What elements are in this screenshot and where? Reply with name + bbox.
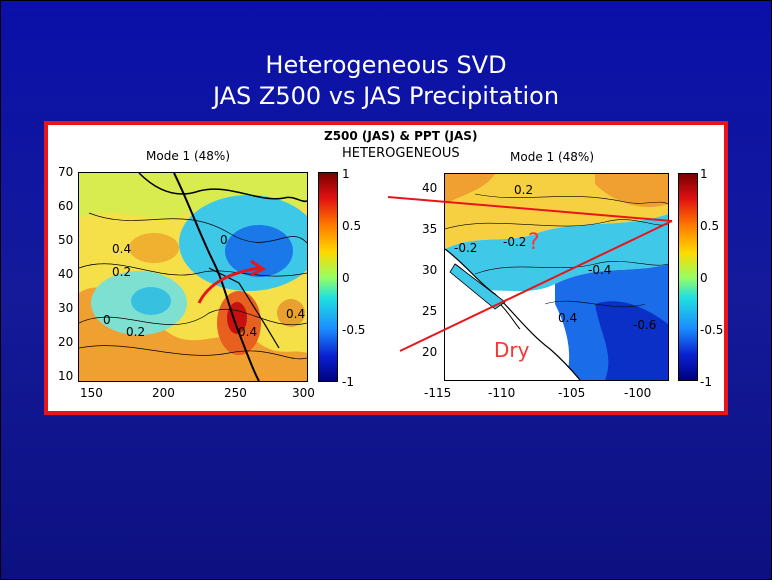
annotation-red-lines <box>387 196 673 352</box>
left-xtick-250: 250 <box>224 386 247 400</box>
right-map-ppt <box>444 173 669 381</box>
right-contour-label-4: -0.4 <box>588 263 612 277</box>
right-cbar-tick-1: 1 <box>700 167 708 181</box>
left-xtick-150: 150 <box>80 386 103 400</box>
right-map-svg <box>445 174 668 380</box>
left-cbar-tick-neg1: -1 <box>342 375 354 389</box>
left-cbar-tick-0.5: 0.5 <box>342 219 362 233</box>
left-contour-label-4: 0.2 <box>126 325 146 339</box>
dry-annotation: Dry <box>494 338 530 362</box>
left-ytick-50: 50 <box>58 233 74 247</box>
left-contour-label-7: 0 <box>220 233 228 247</box>
left-ytick-10: 10 <box>58 369 74 383</box>
right-xtick-neg105: -105 <box>558 386 586 400</box>
right-ytick-20: 20 <box>422 345 438 359</box>
right-ytick-25: 25 <box>422 304 438 318</box>
left-cbar-tick-neg0.5: -0.5 <box>342 323 366 337</box>
right-cbar-tick-0: 0 <box>700 271 708 285</box>
left-colorbar <box>318 172 338 382</box>
right-cbar-tick-neg0.5: -0.5 <box>700 323 724 337</box>
left-cbar-tick-0: 0 <box>342 271 350 285</box>
right-cbar-tick-0.5: 0.5 <box>700 219 720 233</box>
right-contour-label-6: 0.4 <box>558 311 578 325</box>
left-contour-label-6: 0.4 <box>286 307 306 321</box>
slide-title-line1: Heterogeneous SVD <box>265 51 507 79</box>
right-ytick-35: 35 <box>422 222 438 236</box>
right-cbar-tick-neg1: -1 <box>700 375 712 389</box>
right-contour-label-5: -0.6 <box>633 318 657 332</box>
right-contour-label-2: -0.2 <box>454 241 478 255</box>
slide-title-line2: JAS Z500 vs JAS Precipitation <box>212 82 560 110</box>
left-contour-label-1: 0.4 <box>112 242 132 256</box>
right-contour-label-1: 0.2 <box>514 183 534 197</box>
left-cbar-tick-1: 1 <box>342 167 350 181</box>
question-mark-annotation: ? <box>528 230 540 255</box>
left-contour-label-5: 0.4 <box>238 325 258 339</box>
right-xtick-neg100: -100 <box>624 386 652 400</box>
left-map-svg <box>79 173 307 381</box>
left-map-z500 <box>78 172 308 382</box>
figure-subtitle: HETEROGENEOUS <box>342 146 460 161</box>
left-ytick-30: 30 <box>58 301 74 315</box>
right-ytick-30: 30 <box>422 263 438 277</box>
left-ytick-60: 60 <box>58 199 74 213</box>
left-ytick-40: 40 <box>58 267 74 281</box>
right-panel-title: Mode 1 (48%) <box>510 150 594 164</box>
left-contour-label-2: 0.2 <box>112 265 132 279</box>
left-xtick-300: 300 <box>292 386 315 400</box>
left-panel-title: Mode 1 (48%) <box>146 149 230 163</box>
left-ytick-70: 70 <box>58 165 74 179</box>
figure-frame: Z500 (JAS) & PPT (JAS) HETEROGENEOUS Mod… <box>44 121 728 415</box>
right-colorbar <box>678 173 698 381</box>
left-ytick-20: 20 <box>58 335 74 349</box>
figure-main-title: Z500 (JAS) & PPT (JAS) <box>324 129 478 143</box>
right-xtick-neg115: -115 <box>424 386 452 400</box>
left-contour-label-3: 0 <box>103 313 111 327</box>
right-xtick-neg110: -110 <box>488 386 516 400</box>
right-ytick-40: 40 <box>422 181 438 195</box>
left-xtick-200: 200 <box>152 386 175 400</box>
right-contour-label-3: -0.2 <box>503 235 527 249</box>
